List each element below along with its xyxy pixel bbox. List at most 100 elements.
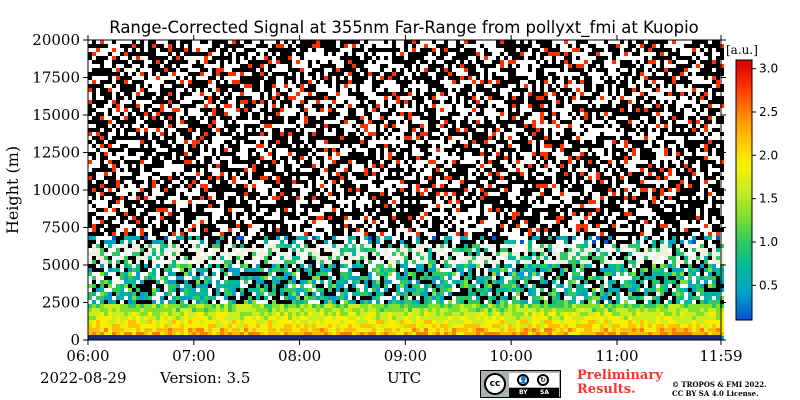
heatmap-cell bbox=[348, 68, 352, 72]
heatmap-cell bbox=[720, 128, 724, 132]
heatmap-cell bbox=[364, 96, 368, 100]
heatmap-cell bbox=[164, 112, 168, 116]
heatmap-cell bbox=[572, 68, 576, 72]
heatmap-cell bbox=[692, 76, 696, 80]
heatmap-cell bbox=[592, 84, 596, 88]
heatmap-cell bbox=[168, 132, 172, 136]
heatmap-cell bbox=[364, 68, 368, 72]
heatmap-cell bbox=[600, 84, 604, 88]
heatmap-cell bbox=[344, 88, 348, 92]
heatmap-cell bbox=[412, 148, 416, 152]
heatmap-cell bbox=[560, 80, 564, 84]
heatmap-cell bbox=[656, 104, 660, 108]
heatmap-cell bbox=[628, 152, 632, 156]
heatmap-cell bbox=[556, 128, 560, 132]
heatmap-cell bbox=[388, 148, 392, 152]
heatmap-cell bbox=[336, 152, 340, 156]
heatmap-cell bbox=[148, 108, 152, 112]
heatmap-cell bbox=[444, 124, 448, 128]
heatmap-cell bbox=[504, 52, 508, 56]
heatmap-cell bbox=[208, 60, 212, 64]
heatmap-cell bbox=[116, 112, 120, 116]
heatmap-cell bbox=[108, 40, 112, 44]
heatmap-cell bbox=[444, 44, 448, 48]
heatmap-cell bbox=[540, 108, 544, 112]
heatmap-cell bbox=[560, 52, 564, 56]
heatmap-cell bbox=[512, 128, 516, 132]
heatmap-cell bbox=[556, 144, 560, 148]
heatmap-cell bbox=[376, 136, 380, 140]
heatmap-cell bbox=[556, 44, 560, 48]
heatmap-cell bbox=[256, 40, 260, 44]
heatmap-cell bbox=[248, 148, 252, 152]
heatmap-cell bbox=[352, 148, 356, 152]
heatmap-cell bbox=[328, 64, 332, 68]
heatmap-cell bbox=[460, 124, 464, 128]
heatmap-cell bbox=[600, 160, 604, 164]
heatmap-cell bbox=[448, 44, 452, 48]
heatmap-cell bbox=[428, 76, 432, 80]
heatmap-cell bbox=[704, 152, 708, 156]
heatmap-cell bbox=[444, 108, 448, 112]
heatmap-cell bbox=[508, 84, 512, 88]
heatmap-cell bbox=[372, 56, 376, 60]
heatmap-cell bbox=[676, 64, 680, 68]
heatmap-cell bbox=[452, 128, 456, 132]
heatmap-cell bbox=[612, 112, 616, 116]
heatmap-cell bbox=[364, 88, 368, 92]
heatmap-cell bbox=[320, 136, 324, 140]
heatmap-cell bbox=[612, 56, 616, 60]
heatmap-cell bbox=[488, 156, 492, 160]
heatmap-cell bbox=[348, 156, 352, 160]
heatmap-cell bbox=[116, 160, 120, 164]
heatmap-cell bbox=[292, 56, 296, 60]
heatmap-cell bbox=[480, 144, 484, 148]
heatmap-cell bbox=[624, 96, 628, 100]
heatmap-cell bbox=[164, 72, 168, 76]
heatmap-cell bbox=[368, 52, 372, 56]
heatmap-cell bbox=[632, 44, 636, 48]
heatmap-cell bbox=[584, 136, 588, 140]
heatmap-cell bbox=[108, 48, 112, 52]
heatmap-cell bbox=[588, 92, 592, 96]
heatmap-cell bbox=[328, 60, 332, 64]
heatmap-cell bbox=[264, 96, 268, 100]
heatmap-cell bbox=[524, 112, 528, 116]
heatmap-cell bbox=[524, 48, 528, 52]
heatmap-cell bbox=[452, 52, 456, 56]
heatmap-cell bbox=[244, 120, 248, 124]
heatmap-cell bbox=[204, 132, 208, 136]
heatmap-cell bbox=[172, 120, 176, 124]
heatmap-cell bbox=[692, 60, 696, 64]
heatmap-cell bbox=[168, 88, 172, 92]
heatmap-cell bbox=[548, 88, 552, 92]
heatmap-cell bbox=[332, 100, 336, 104]
heatmap-cell bbox=[632, 116, 636, 120]
heatmap-cell bbox=[324, 108, 328, 112]
heatmap-cell bbox=[180, 108, 184, 112]
heatmap-cell bbox=[668, 72, 672, 76]
heatmap-cell bbox=[696, 148, 700, 152]
heatmap-cell bbox=[328, 152, 332, 156]
heatmap-cell bbox=[700, 64, 704, 68]
heatmap-cell bbox=[360, 160, 364, 164]
heatmap-cell bbox=[640, 68, 644, 72]
heatmap-cell bbox=[388, 156, 392, 160]
heatmap-cell bbox=[480, 80, 484, 84]
heatmap-cell bbox=[100, 128, 104, 132]
heatmap-cell bbox=[660, 76, 664, 80]
heatmap-cell bbox=[152, 40, 156, 44]
heatmap-cell bbox=[348, 84, 352, 88]
heatmap-cell bbox=[496, 116, 500, 120]
heatmap-cell bbox=[280, 60, 284, 64]
heatmap-cell bbox=[380, 120, 384, 124]
heatmap-cell bbox=[648, 112, 652, 116]
heatmap-cell bbox=[136, 148, 140, 152]
heatmap-cell bbox=[716, 88, 720, 92]
heatmap-cell bbox=[648, 100, 652, 104]
heatmap-cell bbox=[332, 72, 336, 76]
heatmap-cell bbox=[648, 60, 652, 64]
heatmap-cell bbox=[556, 132, 560, 136]
heatmap-cell bbox=[220, 132, 224, 136]
heatmap-cell bbox=[576, 96, 580, 100]
